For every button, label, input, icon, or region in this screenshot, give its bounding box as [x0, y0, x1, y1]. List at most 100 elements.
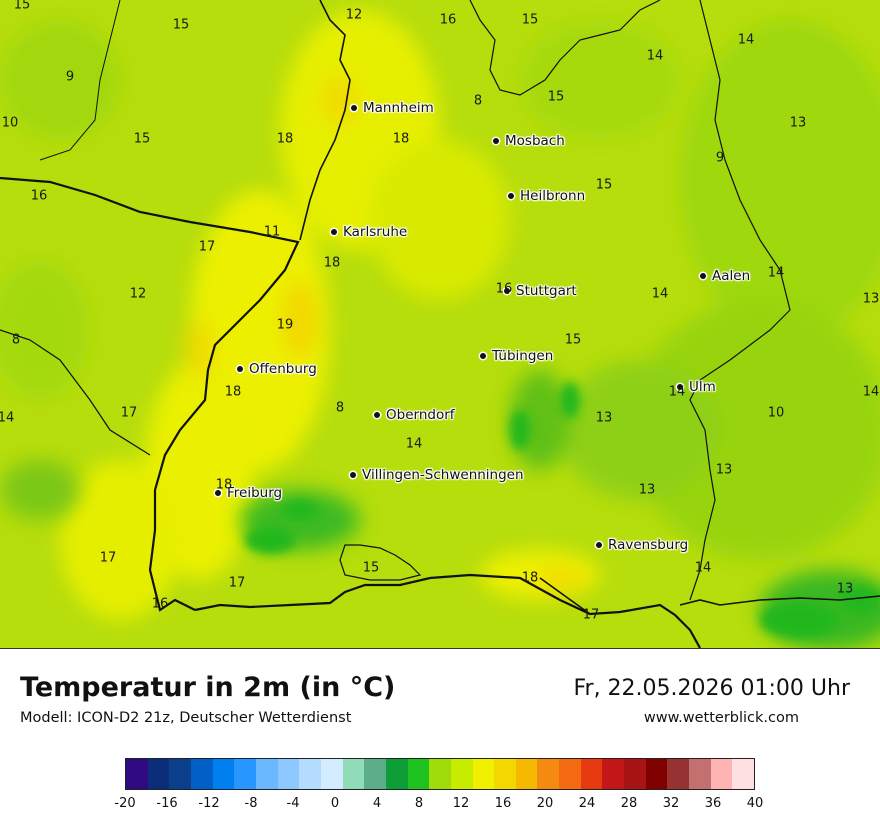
temperature-value: 13 — [638, 482, 656, 498]
legend-swatch — [342, 759, 365, 789]
city-name: Ravensburg — [608, 537, 689, 553]
temperature-value: 15 — [595, 177, 613, 193]
legend-swatch — [277, 759, 300, 789]
city-label: Aalen — [700, 268, 750, 284]
legend-swatch — [255, 759, 278, 789]
city-label: Karlsruhe — [331, 224, 407, 240]
legend-swatch — [320, 759, 343, 789]
legend-tick-label: 4 — [372, 796, 382, 811]
legend-swatch — [667, 759, 690, 789]
legend-swatch — [450, 759, 473, 789]
website-link[interactable]: www.wetterblick.com — [643, 710, 799, 726]
temperature-value: 12 — [129, 286, 147, 302]
temperature-value: 14 — [0, 410, 15, 426]
legend-tick-label: -16 — [156, 796, 178, 811]
temperature-value: 16 — [151, 596, 169, 612]
legend-tick-label: 12 — [452, 796, 470, 811]
city-name: Mosbach — [505, 133, 565, 149]
temperature-value: 8 — [473, 93, 483, 109]
city-name: Mannheim — [363, 100, 434, 116]
city-marker-icon — [351, 105, 357, 111]
legend-ticks: -20 -16 -12 -8 -4 0 4 8 12 16 20 24 28 32 36 40 — [114, 796, 763, 816]
legend-swatch — [494, 759, 516, 789]
city-marker-icon — [508, 193, 514, 199]
legend-tick-label: 40 — [746, 796, 764, 811]
legend-swatch — [190, 759, 213, 789]
temperature-value: 16 — [439, 12, 457, 28]
temperature-value: 9 — [65, 69, 75, 85]
temperature-value: 14 — [668, 384, 686, 400]
temperature-value: 17 — [99, 550, 117, 566]
city-label: Villingen-Schwenningen — [350, 467, 524, 483]
city-label: Ravensburg — [596, 537, 688, 553]
temperature-value: 9 — [715, 150, 725, 166]
temperature-value: 15 — [547, 89, 565, 105]
city-marker-icon — [331, 229, 337, 235]
legend-swatch — [407, 759, 430, 789]
legend-swatch — [689, 759, 711, 789]
temperature-value: 14 — [651, 286, 669, 302]
legend-swatch — [645, 759, 668, 789]
map-graphic — [0, 0, 880, 648]
temperature-value: 8 — [11, 332, 21, 348]
city-label: Oberndorf — [374, 407, 455, 423]
temperature-value: 14 — [694, 560, 712, 576]
legend-tick-label: -4 — [286, 796, 300, 811]
temperature-value: 14 — [737, 32, 755, 48]
temperature-value: 17 — [198, 239, 216, 255]
temperature-value: 16 — [495, 281, 513, 297]
city-marker-icon — [374, 412, 380, 418]
temperature-value: 18 — [276, 131, 294, 147]
city-name: Freiburg — [227, 485, 283, 501]
legend-tick-label: 0 — [330, 796, 340, 811]
temperature-value: 12 — [345, 7, 363, 23]
city-marker-icon — [480, 353, 486, 359]
city-name: Aalen — [712, 268, 751, 284]
legend-swatch — [602, 759, 625, 789]
legend-swatch — [169, 759, 191, 789]
legend-swatch — [515, 759, 538, 789]
color-legend — [125, 758, 755, 790]
forecast-datetime: Fr, 22.05.2026 01:00 Uhr — [573, 676, 850, 701]
temperature-value: 18 — [215, 477, 233, 493]
city-label: Freiburg — [215, 485, 282, 501]
model-info: Modell: ICON-D2 21z, Deutscher Wetterdie… — [20, 710, 352, 726]
legend-tick-label: 24 — [578, 796, 596, 811]
city-marker-icon — [700, 273, 706, 279]
temperature-value: 14 — [405, 436, 423, 452]
legend-swatch — [234, 759, 256, 789]
temperature-value: 15 — [521, 12, 539, 28]
map-title: Temperatur in 2m (in °C) — [20, 672, 396, 703]
temperature-value: 13 — [789, 115, 807, 131]
city-marker-icon — [350, 472, 356, 478]
city-name: Ulm — [689, 379, 716, 395]
legend-tick-label: -12 — [198, 796, 220, 811]
temperature-value: 15 — [362, 560, 380, 576]
city-name: Tübingen — [492, 348, 554, 364]
legend-tick-label: 20 — [536, 796, 554, 811]
legend-swatch — [559, 759, 581, 789]
legend-swatch — [580, 759, 603, 789]
city-marker-icon — [493, 138, 499, 144]
temperature-value: 15 — [13, 0, 31, 13]
city-label: Offenburg — [237, 361, 317, 377]
city-marker-icon — [215, 490, 221, 496]
city-name: Oberndorf — [386, 407, 455, 423]
legend-swatch — [147, 759, 170, 789]
legend-tick-label: 8 — [414, 796, 424, 811]
city-name: Karlsruhe — [343, 224, 408, 240]
warm-areas — [60, 10, 600, 620]
temperature-value: 18 — [521, 570, 539, 586]
temperature-value: 17 — [582, 607, 600, 623]
city-marker-icon — [504, 288, 510, 294]
city-label: Ulm — [677, 379, 716, 395]
legend-swatch — [212, 759, 235, 789]
city-marker-icon — [237, 366, 243, 372]
temperature-value: 10 — [1, 115, 19, 131]
temperature-value: 18 — [323, 255, 341, 271]
legend-tick-label: -20 — [114, 796, 136, 811]
cold-patches — [245, 382, 880, 638]
city-label: Mannheim — [351, 100, 434, 116]
legend-swatch — [732, 759, 755, 789]
legend-tick-label: 16 — [494, 796, 512, 811]
